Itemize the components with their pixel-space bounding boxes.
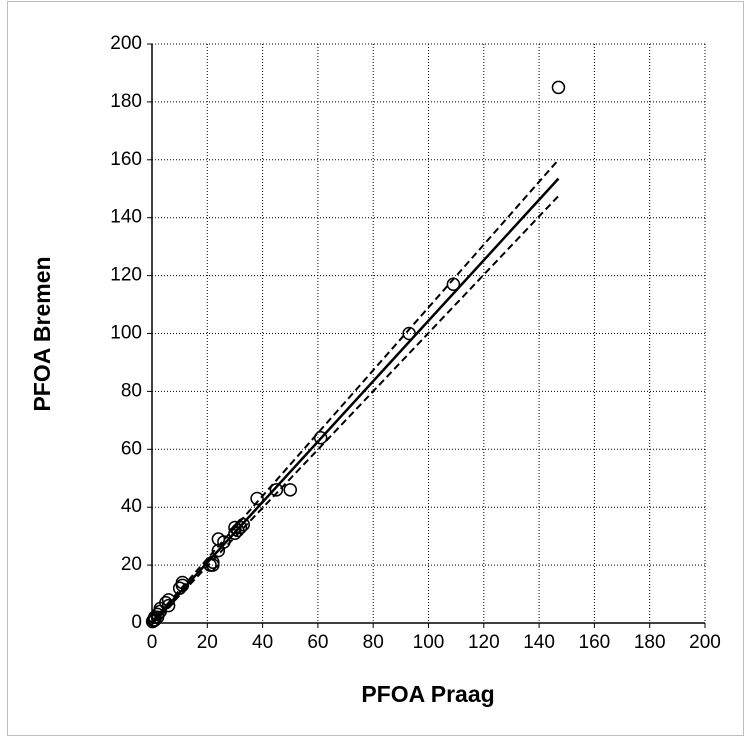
x-tick-label: 0 [147,632,158,653]
point [172,581,187,596]
y-tick-label: 60 [121,438,142,459]
x-tick-label: 120 [468,632,500,653]
point [250,491,264,506]
y-tick-label: 0 [131,612,142,633]
point [228,520,242,535]
regression-line [151,177,560,624]
y-tick-label: 80 [121,380,142,401]
x-tick-label: 20 [197,632,218,653]
frame [7,1,744,736]
y-axis-title: PFOA Bremen [29,256,55,411]
y-tick-label: 140 [110,207,142,228]
x-tick-label: 180 [634,632,666,653]
point [217,535,231,549]
point [313,430,328,445]
x-tick-label: 200 [689,632,721,653]
point [269,483,284,497]
point [206,558,220,572]
point [402,326,416,341]
y-tick-label: 180 [110,91,142,112]
y-tick-label: 160 [110,149,142,170]
y-tick-label: 100 [110,323,142,344]
point [161,593,176,607]
x-tick-label: 140 [523,632,555,653]
point [153,601,168,616]
point [230,523,245,538]
point [150,610,165,624]
y-tick-label: 120 [110,265,142,286]
y-tick-label: 20 [121,554,142,575]
x-tick-label: 60 [307,632,328,653]
point [551,80,566,95]
y-tick-label: 40 [121,496,142,517]
x-tick-label: 80 [363,632,384,653]
x-tick-label: 160 [579,632,611,653]
x-tick-label: 40 [252,632,273,653]
point [446,277,461,292]
y-tick-label: 200 [110,33,142,54]
x-axis-title: PFOA Praag [361,681,494,707]
x-tick-label: 100 [413,632,445,653]
point [145,614,160,629]
point [175,578,190,593]
point [283,483,297,497]
point [148,613,162,627]
point [228,526,242,541]
